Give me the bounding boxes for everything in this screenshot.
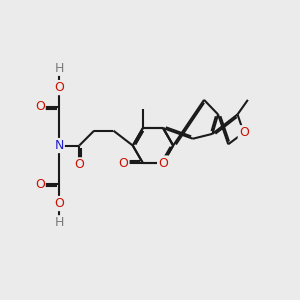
Text: O: O	[158, 157, 168, 169]
Text: H: H	[54, 216, 64, 229]
Text: N: N	[54, 139, 64, 152]
Text: O: O	[54, 81, 64, 94]
Text: H: H	[54, 62, 64, 75]
Text: O: O	[54, 197, 64, 210]
Text: O: O	[35, 178, 45, 191]
Text: O: O	[239, 126, 249, 139]
Text: O: O	[118, 157, 128, 169]
Text: O: O	[35, 100, 45, 113]
Text: O: O	[74, 158, 84, 171]
